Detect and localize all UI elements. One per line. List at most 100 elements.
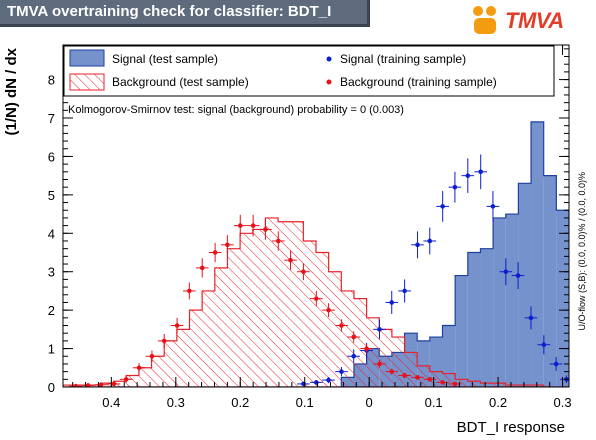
signal-training-point [503, 269, 509, 275]
background-training-point [314, 296, 319, 301]
signal-training-point [326, 377, 331, 383]
background-test-bin [176, 329, 190, 387]
legend-box [63, 45, 555, 97]
background-test-bin [417, 365, 430, 387]
background-test-bin [480, 383, 494, 387]
legend-marker-signal-training [326, 56, 332, 62]
background-training-point [161, 338, 167, 344]
background-test-bin [164, 340, 177, 387]
background-training-point [212, 250, 218, 255]
overflow-annotation: U/O-flow (S,B): (0.0, 0.0)% / (0.0, 0.0)… [577, 172, 587, 331]
signal-training-point [339, 369, 344, 374]
y-axis-label: (1/N) dN / dx [3, 47, 20, 135]
signal-training-point [351, 353, 357, 359]
background-training-point [440, 380, 445, 385]
background-training-point [199, 265, 205, 271]
signal-test-bin [543, 175, 557, 387]
background-training-points [69, 214, 462, 387]
signal-test-outline [63, 121, 569, 387]
x-tick-label: 0.1 [425, 395, 443, 410]
signal-training-point [478, 169, 483, 175]
background-test-bin [455, 379, 468, 387]
signal-test-bin [480, 248, 494, 387]
background-test-bin [202, 290, 215, 387]
signal-training-point [402, 288, 407, 294]
signal-training-point [490, 204, 496, 209]
signal-test-bin [556, 210, 569, 387]
background-training-point [237, 223, 243, 228]
y-tick-label: 7 [48, 111, 55, 126]
legend-label-background-test: Background (test sample) [112, 75, 249, 89]
background-training-point [452, 381, 458, 387]
x-tick-label: 0.2 [489, 395, 507, 410]
signal-training-point [440, 204, 445, 209]
background-test-bin [391, 337, 405, 387]
background-training-point [250, 223, 256, 228]
y-tick-label: 5 [48, 188, 55, 203]
signal-training-point [528, 315, 534, 321]
background-test-bin [353, 298, 367, 387]
background-training-point [288, 257, 293, 263]
background-test-bin [252, 229, 266, 387]
y-tick-label: 4 [48, 226, 55, 241]
background-training-point [351, 334, 357, 340]
signal-training-point [452, 184, 458, 190]
signal-test-bin [442, 325, 456, 387]
x-tick-label: 0.1 [296, 395, 314, 410]
background-training-point [389, 369, 395, 374]
signal-test-bin [493, 217, 506, 387]
tmva-logo [473, 6, 496, 34]
background-test-bin [240, 233, 253, 387]
background-training-point [415, 375, 420, 380]
background-training-point [339, 323, 344, 328]
background-training-point [402, 373, 407, 378]
background-test-bin [265, 217, 279, 387]
y-tick-label: 1 [48, 342, 55, 357]
background-training-point [364, 346, 369, 351]
legend-label-background-training: Background (training sample) [340, 75, 497, 89]
x-tick-label: 0.3 [167, 395, 185, 410]
background-test-bin [404, 352, 418, 387]
background-test-bin [214, 267, 228, 387]
legend: Signal (test sample) Background (test sa… [63, 45, 555, 97]
ks-test-annotation: Kolmogorov-Smirnov test: signal (backgro… [68, 104, 404, 116]
signal-training-points [297, 154, 569, 387]
background-training-point [149, 353, 155, 359]
background-test-bin [341, 290, 354, 387]
x-tick-label: 0.4 [102, 395, 120, 410]
background-training-point [174, 323, 180, 328]
background-test-bin [88, 385, 101, 387]
background-test-bin [316, 252, 329, 387]
signal-training-point [427, 238, 433, 244]
y-tick-label: 8 [48, 73, 55, 88]
plot-frame [62, 44, 570, 388]
background-test-bin [328, 271, 342, 387]
x-tick-label: 0.2 [231, 395, 249, 410]
legend-label-signal-training: Signal (training sample) [340, 52, 466, 66]
background-training-point [187, 288, 192, 294]
signal-test-bin [518, 183, 532, 387]
signal-training-point [415, 242, 420, 248]
y-tick-label: 2 [48, 303, 55, 318]
signal-test-bin [455, 275, 468, 387]
signal-training-point [465, 173, 471, 178]
signal-training-point [541, 342, 547, 348]
background-test-bin [531, 385, 544, 387]
background-training-point [377, 361, 382, 367]
background-test-bin [379, 329, 392, 387]
background-test-bin [429, 371, 443, 387]
background-training-point [326, 307, 331, 313]
background-test-bin [493, 383, 506, 387]
background-test-bin [290, 221, 304, 387]
background-test-bin [518, 385, 532, 387]
background-test-histogram [63, 217, 569, 387]
background-training-point [263, 227, 268, 232]
background-test-bin [126, 375, 139, 387]
y-tick-label: 0 [48, 380, 55, 395]
signal-training-point [515, 273, 521, 278]
y-tick-label: 3 [48, 265, 55, 280]
background-test-bin [366, 317, 380, 387]
background-training-point [136, 365, 142, 371]
background-training-point [427, 377, 433, 382]
